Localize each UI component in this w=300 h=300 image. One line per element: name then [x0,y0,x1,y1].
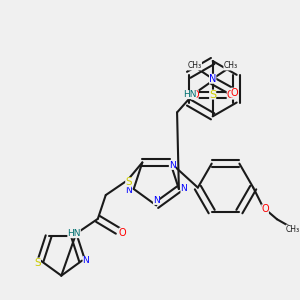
Text: O: O [227,90,234,100]
Text: N: N [153,196,160,205]
Text: N: N [82,256,89,265]
Text: CH₃: CH₃ [224,61,238,70]
Text: HN: HN [67,229,81,238]
Text: S: S [125,177,132,187]
Text: HN: HN [183,90,197,99]
Text: CH₃: CH₃ [286,225,300,234]
Text: S: S [209,90,216,100]
Text: N: N [169,161,175,170]
Text: CH₃: CH₃ [188,61,202,70]
Text: O: O [261,204,269,214]
Text: N: N [125,187,132,196]
Text: N: N [180,184,187,194]
Text: S: S [34,258,41,268]
Text: O: O [191,90,199,100]
Text: O: O [231,88,238,98]
Text: N: N [209,74,216,84]
Text: O: O [119,228,126,238]
